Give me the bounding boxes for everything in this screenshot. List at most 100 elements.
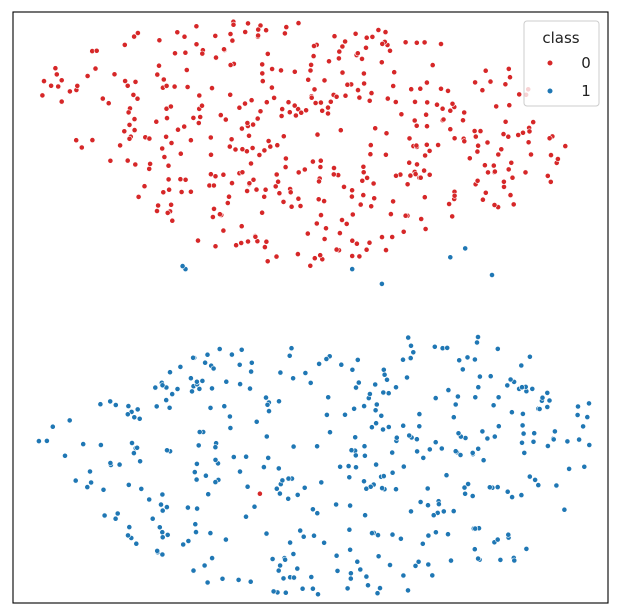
data-point-class-0 (183, 67, 190, 73)
data-point-class-1 (416, 423, 423, 430)
data-point-class-0 (516, 91, 523, 98)
data-point-class-0 (392, 99, 399, 105)
data-point-class-0 (330, 171, 337, 178)
data-point-class-1 (574, 412, 581, 418)
data-point-class-0 (147, 160, 153, 167)
data-point-class-1 (408, 508, 414, 515)
data-point-class-1 (285, 495, 292, 502)
legend-marker-1 (546, 87, 554, 95)
data-point-class-0 (352, 30, 359, 37)
data-point-class-1 (455, 430, 462, 437)
data-point-class-0 (238, 240, 245, 246)
data-point-class-1 (290, 443, 297, 450)
data-point-class-0 (209, 214, 216, 220)
data-point-class-1 (352, 452, 359, 459)
data-point-class-0 (84, 73, 91, 79)
data-point-class-0 (175, 126, 181, 133)
data-point-class-0 (505, 66, 512, 72)
data-point-class-1 (443, 472, 450, 479)
data-point-class-1 (472, 394, 479, 401)
data-point-class-0 (172, 50, 178, 57)
data-point-class-1 (130, 450, 137, 456)
data-point-class-1 (361, 478, 367, 485)
data-point-class-0 (505, 166, 512, 173)
data-point-class-0 (233, 242, 239, 249)
data-point-class-1 (146, 496, 153, 503)
data-point-class-0 (314, 131, 321, 138)
data-point-class-0 (426, 171, 433, 178)
data-point-class-1 (223, 378, 230, 385)
data-point-class-0 (168, 201, 174, 208)
data-point-class-0 (363, 44, 369, 51)
data-point-class-0 (155, 202, 161, 209)
data-point-class-0 (303, 107, 309, 114)
data-point-class-0 (259, 78, 266, 84)
data-point-class-1 (290, 375, 296, 382)
data-point-class-0 (265, 138, 272, 144)
data-point-class-1 (457, 452, 464, 458)
data-point-class-1 (564, 438, 571, 445)
data-point-class-0 (295, 169, 302, 176)
data-point-class-1 (377, 585, 383, 591)
data-point-class-1 (136, 415, 143, 422)
data-point-class-1 (385, 424, 392, 430)
data-point-class-1 (553, 482, 560, 489)
data-point-class-1 (464, 354, 471, 361)
data-point-class-1 (192, 521, 199, 528)
data-point-class-1 (138, 485, 145, 492)
data-point-class-0 (438, 41, 444, 47)
data-point-class-1 (416, 411, 423, 417)
data-point-class-1 (509, 494, 515, 500)
data-point-class-1 (156, 524, 163, 531)
data-point-class-0 (515, 132, 522, 138)
data-point-class-0 (276, 190, 283, 197)
data-point-class-1 (134, 444, 140, 451)
data-point-class-1 (413, 436, 420, 443)
data-point-class-1 (476, 373, 483, 380)
data-point-class-0 (411, 117, 418, 124)
data-point-class-1 (126, 524, 133, 530)
data-point-class-1 (575, 403, 581, 410)
data-point-class-1 (346, 474, 353, 481)
data-point-class-0 (356, 94, 363, 101)
data-point-class-0 (398, 111, 405, 118)
data-point-class-1 (133, 540, 140, 547)
data-point-class-0 (58, 98, 65, 105)
data-point-class-0 (122, 78, 128, 84)
data-point-class-1 (227, 425, 234, 431)
data-point-class-0 (360, 70, 367, 77)
data-point-class-1 (374, 590, 381, 597)
data-point-class-0 (239, 146, 246, 153)
data-point-class-1 (299, 585, 306, 592)
data-point-class-1 (243, 453, 249, 460)
data-point-class-1 (273, 485, 280, 492)
data-point-class-0 (165, 176, 172, 183)
data-point-class-0 (286, 109, 293, 116)
data-point-class-0 (196, 92, 203, 99)
data-point-class-0 (477, 128, 484, 134)
data-point-class-1 (450, 508, 457, 514)
data-point-class-0 (58, 77, 65, 84)
data-point-class-1 (479, 428, 486, 435)
data-point-class-0 (413, 122, 420, 129)
data-point-class-1 (300, 533, 307, 540)
data-point-class-1 (526, 473, 533, 480)
data-point-class-0 (369, 34, 376, 40)
data-point-class-1 (461, 484, 468, 491)
data-point-class-1 (216, 346, 223, 352)
data-point-class-0 (336, 48, 343, 55)
data-point-class-1 (301, 484, 308, 491)
data-point-class-0 (321, 236, 328, 242)
data-point-class-0 (379, 41, 386, 47)
data-point-class-1 (97, 401, 104, 408)
data-point-class-0 (287, 189, 294, 196)
data-point-class-0 (507, 192, 514, 198)
data-point-class-0 (171, 83, 178, 90)
data-point-class-1 (361, 452, 368, 459)
data-point-class-1 (353, 384, 359, 391)
data-point-class-1 (471, 546, 478, 553)
data-point-class-0 (336, 230, 343, 236)
data-point-class-1 (486, 484, 493, 491)
data-point-class-1 (497, 557, 504, 563)
data-point-class-0 (309, 158, 316, 165)
